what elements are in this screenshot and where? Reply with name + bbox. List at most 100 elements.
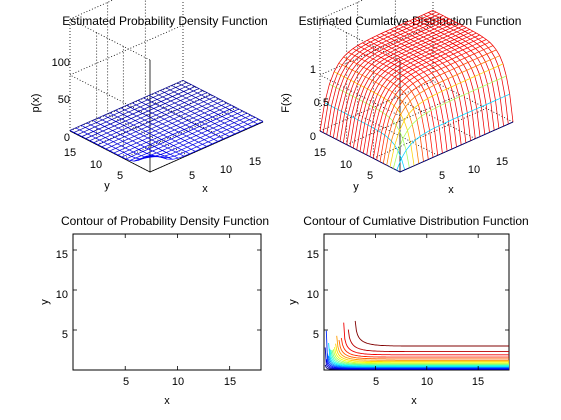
pdf-mesh-line (145, 118, 260, 158)
cdf-mesh-line (369, 36, 484, 157)
cdf-x-tick-label: 15 (496, 156, 508, 168)
pdf-box-grid-line (123, 107, 237, 159)
pdf-mesh-line (77, 84, 192, 135)
pdf-contour-plot-area (72, 233, 262, 371)
cdf-mesh-line (392, 75, 507, 169)
cdf-contour-y-tick-label: 15 (307, 249, 319, 261)
cdf-mesh-line (379, 45, 494, 162)
pdf-surface-box (69, 0, 264, 173)
pdf-contour-y-axis-label: y (39, 299, 51, 305)
cdf-mesh-line (366, 34, 480, 155)
cdf-contour-line (336, 335, 509, 361)
pdf-box-grid-line (69, 80, 184, 132)
cdf-surface-subplot: Estimated Cumlative Distribution Functio… (280, 0, 521, 196)
cdf-mesh-line (362, 32, 477, 154)
pdf-y-tick-label: 5 (117, 170, 123, 182)
cdf-x-axis-label: x (448, 184, 454, 196)
cdf-z-tick-label: 0.5 (314, 97, 329, 109)
pdf-y-tick-label: 10 (90, 159, 102, 171)
cdf-contour-line (327, 353, 509, 369)
cdf-mesh-line (319, 10, 434, 132)
cdf-contour-y-tick-label: 10 (307, 289, 319, 301)
cdf-y-axis-label: y (353, 181, 359, 193)
pdf-mesh-line (125, 108, 240, 160)
cdf-mesh-line (352, 27, 467, 149)
cdf-contour-line (335, 343, 509, 363)
cdf-y-tick-label: 5 (367, 170, 373, 182)
cdf-z-tick-label: 1 (310, 64, 316, 76)
pdf-y-tick-label: 15 (64, 147, 76, 159)
pdf-mesh-line (141, 116, 256, 159)
cdf-mesh-line (336, 18, 450, 140)
cdf-contour-subplot: Contour of Cumlative Distribution Functi… (287, 214, 529, 407)
cdf-mesh-line (376, 41, 490, 161)
pdf-contour-ticks (73, 234, 261, 370)
pdf-box-y-axis (69, 130, 151, 173)
cdf-contour-line (343, 322, 509, 356)
cdf-contour-line (347, 329, 509, 353)
pdf-z-axis-label: p(x) (30, 94, 42, 113)
cdf-mesh-line (332, 16, 447, 138)
cdf-mesh-line (396, 93, 510, 171)
pdf-mesh-line (93, 92, 208, 143)
pdf-x-tick-label: 5 (189, 170, 195, 182)
cdf-contour-ticks (324, 234, 509, 370)
pdf-mesh-line (137, 114, 252, 161)
cdf-surface-mesh (319, 10, 514, 173)
pdf-contour-y-tick-label: 15 (56, 249, 68, 261)
pdf-mesh-line (109, 100, 224, 152)
cdf-x-tick-label: 10 (468, 164, 480, 176)
cdf-z-axis-label: F(x) (280, 93, 292, 113)
pdf-mesh-line (85, 88, 200, 139)
cdf-mesh-line (346, 23, 460, 145)
pdf-mesh-line (133, 112, 248, 162)
cdf-mesh-line (342, 22, 457, 144)
pdf-surface-mesh (69, 79, 264, 162)
pdf-mesh-line (73, 82, 188, 133)
cdf-mesh-line (359, 30, 474, 152)
cdf-contour-line (338, 340, 509, 360)
pdf-mesh-line (97, 94, 212, 146)
cdf-contour-line (340, 337, 509, 358)
cdf-mesh-line (382, 49, 497, 164)
cdf-contour-line (329, 348, 509, 367)
pdf-mesh-line (113, 102, 228, 154)
pdf-box-grid-line (69, 74, 151, 117)
pdf-z-tick-label: 50 (58, 94, 70, 106)
pdf-x-tick-label: 10 (220, 164, 232, 176)
cdf-contour-plot-area (323, 233, 510, 371)
cdf-contour-line (328, 342, 509, 368)
cdf-contour-line (332, 349, 509, 365)
pdf-box-grid-line (69, 24, 184, 76)
cdf-contour-x-tick-label: 10 (421, 376, 433, 388)
cdf-contour-lines (324, 320, 509, 371)
cdf-mesh-line (329, 15, 444, 137)
cdf-contour-y-axis-label: y (287, 299, 299, 305)
cdf-contour-line (331, 349, 509, 365)
cdf-mesh-line (339, 20, 454, 142)
cdf-mesh-line (389, 63, 504, 167)
cdf-contour-line (328, 355, 509, 368)
pdf-mesh-line (105, 98, 220, 150)
pdf-contour-title: Contour of Probability Density Function (61, 214, 269, 228)
cdf-x-tick-label: 5 (439, 170, 445, 182)
cdf-mesh-line (349, 25, 464, 147)
pdf-contour-y-tick-label: 10 (56, 289, 68, 301)
cdf-contour-line (330, 350, 509, 366)
pdf-x-tick-label: 15 (249, 156, 261, 168)
cdf-contour-line (333, 347, 509, 364)
pdf-mesh-line (81, 86, 196, 137)
pdf-box-grid-line (96, 94, 210, 146)
cdf-mesh-line (386, 55, 500, 166)
pdf-mesh-line (89, 90, 204, 141)
pdf-contour-x-axis-label: x (164, 395, 170, 407)
pdf-mesh-line (101, 96, 216, 148)
pdf-mesh-line (149, 120, 264, 160)
pdf-box-x-axis (149, 121, 264, 173)
cdf-y-tick-label: 15 (314, 147, 326, 159)
pdf-surface-title: Estimated Probability Density Function (62, 14, 267, 28)
cdf-mesh-line (399, 121, 514, 173)
pdf-mesh-line (129, 110, 244, 161)
cdf-mesh-line (326, 13, 440, 135)
